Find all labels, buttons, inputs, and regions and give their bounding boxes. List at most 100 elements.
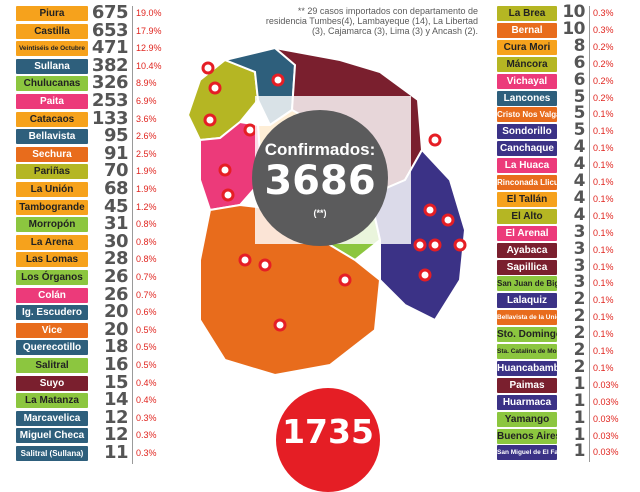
district-percentage: 0.1% xyxy=(593,160,614,171)
district-percentage: 0.1% xyxy=(593,261,614,272)
district-percentage: 0.4% xyxy=(136,377,157,388)
district-row: Piura 675 19.0% xyxy=(16,2,176,23)
district-label: Bellavista xyxy=(16,129,88,145)
district-row: Sechura 91 2.5% xyxy=(16,143,176,164)
district-label: Paita xyxy=(16,94,88,109)
district-row: Vice 20 0.5% xyxy=(16,319,176,340)
district-row: Huarmaca 1 0.03% xyxy=(497,391,637,411)
district-percentage: 2.6% xyxy=(136,131,157,142)
district-row: Tambogrande 45 1.2% xyxy=(16,196,176,217)
district-row: Paimas 1 0.03% xyxy=(497,374,637,394)
district-label: Morropón xyxy=(16,217,88,233)
district-label: Máncora xyxy=(497,56,557,72)
district-label: El Arenal xyxy=(497,225,557,241)
district-label: Colán xyxy=(16,287,88,303)
district-row: Cristo Nos Valga 5 0.1% xyxy=(497,103,637,123)
district-label: Sondorillo xyxy=(497,124,557,140)
district-label: Sullana xyxy=(16,58,88,74)
district-label: Vichayal xyxy=(497,73,557,89)
district-case-count: 2 xyxy=(573,306,586,327)
district-label: Huancabamba xyxy=(497,360,557,376)
district-label: Lancones xyxy=(497,90,557,106)
district-case-count: 10 xyxy=(562,18,585,39)
district-label: Sto. Domingo xyxy=(497,327,557,343)
district-label: El Tallán xyxy=(497,191,557,207)
column-divider xyxy=(132,6,133,464)
district-label: Ig. Escudero xyxy=(16,305,88,321)
district-case-count: 1 xyxy=(573,373,586,394)
district-case-count: 2 xyxy=(573,356,586,377)
district-label: Suyo xyxy=(16,375,88,391)
district-case-count: 3 xyxy=(573,238,586,259)
district-label: Catacaos xyxy=(16,111,88,127)
district-row: Bellavista 95 2.6% xyxy=(16,125,176,146)
district-label: La Arena xyxy=(16,234,88,250)
bottom-count: 1735 xyxy=(282,412,374,451)
district-row: Lancones 5 0.2% xyxy=(497,87,637,107)
district-row: Paita 253 6.9% xyxy=(16,90,176,111)
district-label: Vice xyxy=(16,322,88,338)
district-percentage: 0.5% xyxy=(136,360,157,370)
district-percentage: 0.8% xyxy=(136,254,157,265)
district-row: El Alto 4 0.1% xyxy=(497,205,637,225)
district-percentage: 1.9% xyxy=(136,184,157,194)
district-row: Marcavelica 12 0.3% xyxy=(16,407,176,428)
district-percentage: 0.5% xyxy=(136,324,157,335)
district-label: Chulucanas xyxy=(16,76,88,92)
district-case-count: 2 xyxy=(573,289,586,310)
district-case-count: 675 xyxy=(91,2,129,23)
district-label: La Matanza xyxy=(16,393,88,409)
district-row: Castilla 653 17.9% xyxy=(16,20,176,41)
district-percentage: 0.1% xyxy=(593,329,614,340)
district-label: Miguel Checa xyxy=(16,428,88,444)
confirmed-total: 3686 xyxy=(264,158,376,204)
confirmed-footnote-marker: (**) xyxy=(313,208,327,218)
district-label: La Unión xyxy=(16,182,88,197)
district-percentage: 0.3% xyxy=(136,430,157,441)
district-percentage: 10.4% xyxy=(136,60,162,71)
district-row: La Arena 30 0.8% xyxy=(16,231,176,252)
confirmed-title: Confirmados: xyxy=(264,140,376,159)
district-case-count: 20 xyxy=(103,301,129,323)
district-row: Rinconada Llicuar 4 0.1% xyxy=(497,171,637,191)
district-percentage: 0.2% xyxy=(593,41,614,52)
district-percentage: 0.3% xyxy=(593,8,614,18)
district-label: Los Órganos xyxy=(16,270,88,285)
district-case-count: 4 xyxy=(573,204,586,225)
district-case-count: 28 xyxy=(103,248,129,270)
district-label: Canchaque xyxy=(497,141,557,157)
district-row: Vichayal 6 0.2% xyxy=(497,70,637,90)
district-percentage: 0.8% xyxy=(136,219,157,230)
district-percentage: 0.5% xyxy=(136,342,157,353)
district-label: Sta. Catalina de Mossa xyxy=(497,344,557,359)
district-case-count: 10 xyxy=(562,2,585,22)
district-percentage: 0.03% xyxy=(593,447,619,458)
district-case-count: 1 xyxy=(573,424,586,445)
district-row: Salitral (Sullana) 11 0.3% xyxy=(16,442,176,463)
district-case-count: 653 xyxy=(91,19,129,41)
district-row: Los Órganos 26 0.7% xyxy=(16,266,176,287)
district-label: Querecotillo xyxy=(16,340,88,356)
district-percentage: 0.1% xyxy=(593,109,614,120)
district-percentage: 0.3% xyxy=(593,24,614,35)
district-case-count: 3 xyxy=(573,255,586,276)
district-case-count: 253 xyxy=(91,90,129,111)
district-percentage: 12.9% xyxy=(136,43,162,54)
district-row: El Tallán 4 0.1% xyxy=(497,188,637,208)
district-row: Chulucanas 326 8.9% xyxy=(16,72,176,93)
district-percentage: 0.1% xyxy=(593,227,614,238)
district-case-count: 45 xyxy=(103,195,129,217)
district-row: Bellavista de la Unión 2 0.1% xyxy=(497,306,637,326)
district-row: Suyo 15 0.4% xyxy=(16,372,176,393)
district-percentage: 0.1% xyxy=(593,312,614,323)
district-row: Ayabaca 3 0.1% xyxy=(497,239,637,259)
district-label: Sechura xyxy=(16,146,88,162)
district-percentage: 19.0% xyxy=(136,8,162,18)
district-row: Buenos Aires 1 0.03% xyxy=(497,425,637,445)
district-case-count: 1 xyxy=(573,441,586,462)
district-label: San Juan de Bigote xyxy=(497,276,557,292)
district-label: Piura xyxy=(16,6,88,21)
district-percentage: 0.6% xyxy=(136,307,157,318)
district-percentage: 0.1% xyxy=(593,295,614,306)
district-case-count: 18 xyxy=(103,336,129,358)
